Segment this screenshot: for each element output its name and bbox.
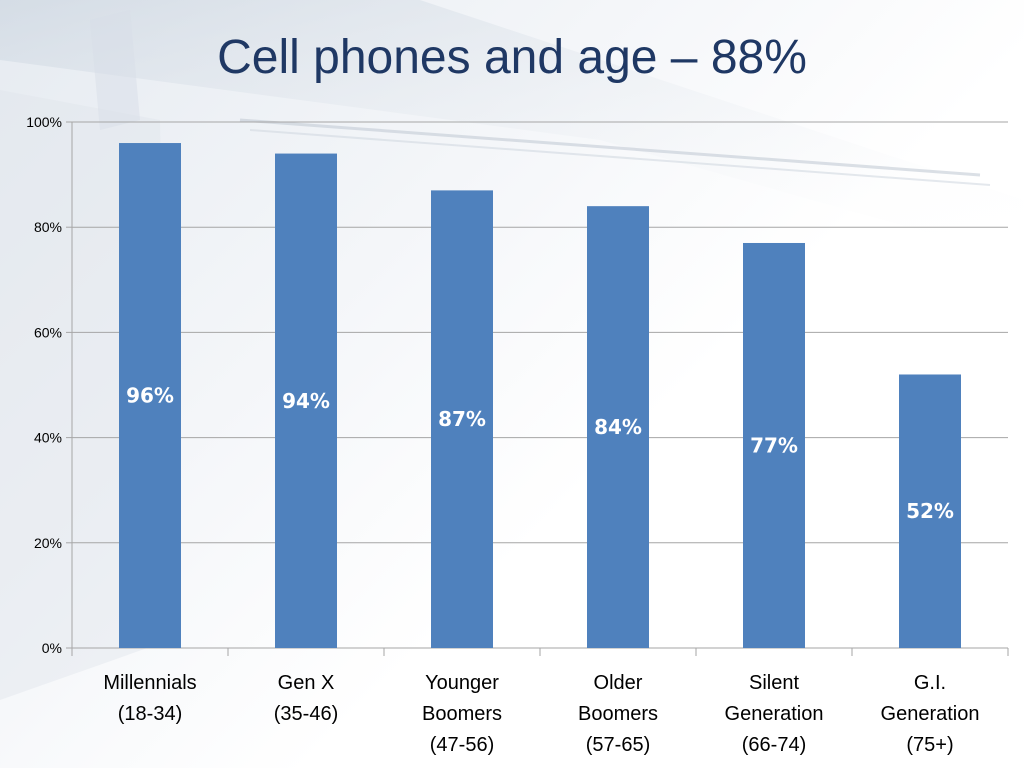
x-category-label-line: (75+) [906,734,953,756]
bar [431,190,493,648]
y-tick-label: 20% [34,535,62,551]
data-label: 77% [750,433,798,457]
x-category-label-line: G.I. [914,672,946,694]
y-tick-label: 80% [34,219,62,235]
bar [275,153,337,648]
data-label: 96% [126,384,174,408]
slide-title: Cell phones and age – 88% [217,31,807,84]
x-category-label-line: Generation [725,703,824,725]
bar [587,206,649,648]
data-label: 84% [594,415,642,439]
x-category-label-line: Older [594,672,643,694]
data-label: 94% [282,389,330,413]
y-tick-label: 40% [34,430,62,446]
x-category-label: Millennials (18-34) [103,672,196,725]
x-category-label-line: Younger [425,672,499,694]
bar [743,242,805,649]
y-tick-label: 0% [42,640,62,656]
x-category-label-line: Boomers [578,703,658,725]
y-tick-label: 100% [26,114,62,130]
x-category-label-line: Boomers [422,703,502,725]
x-category-label: G.I. Generation (75+) [881,672,980,756]
x-category-label-line: (35-46) [274,703,338,725]
x-category-label-line: (47-56) [430,734,494,756]
x-category-label-line: Gen X [278,672,335,694]
x-category-label-line: Silent [749,672,799,694]
x-category-label-line: Generation [881,703,980,725]
x-category-label-line: (57-65) [586,734,650,756]
x-category-label: Older Boomers (57-65) [578,672,658,756]
data-label: 87% [438,407,486,431]
bar [899,374,961,648]
x-category-label-line: (18-34) [118,703,182,725]
x-category-label-line: Millennials [103,672,196,694]
y-tick-label: 60% [34,324,62,340]
x-category-label: Younger Boomers (47-56) [422,672,502,756]
x-category-label: Gen X (35-46) [274,672,338,725]
x-category-label: Silent Generation (66-74) [725,672,824,756]
data-label: 52% [906,499,954,523]
x-category-label-line: (66-74) [742,734,806,756]
bar [119,143,181,649]
